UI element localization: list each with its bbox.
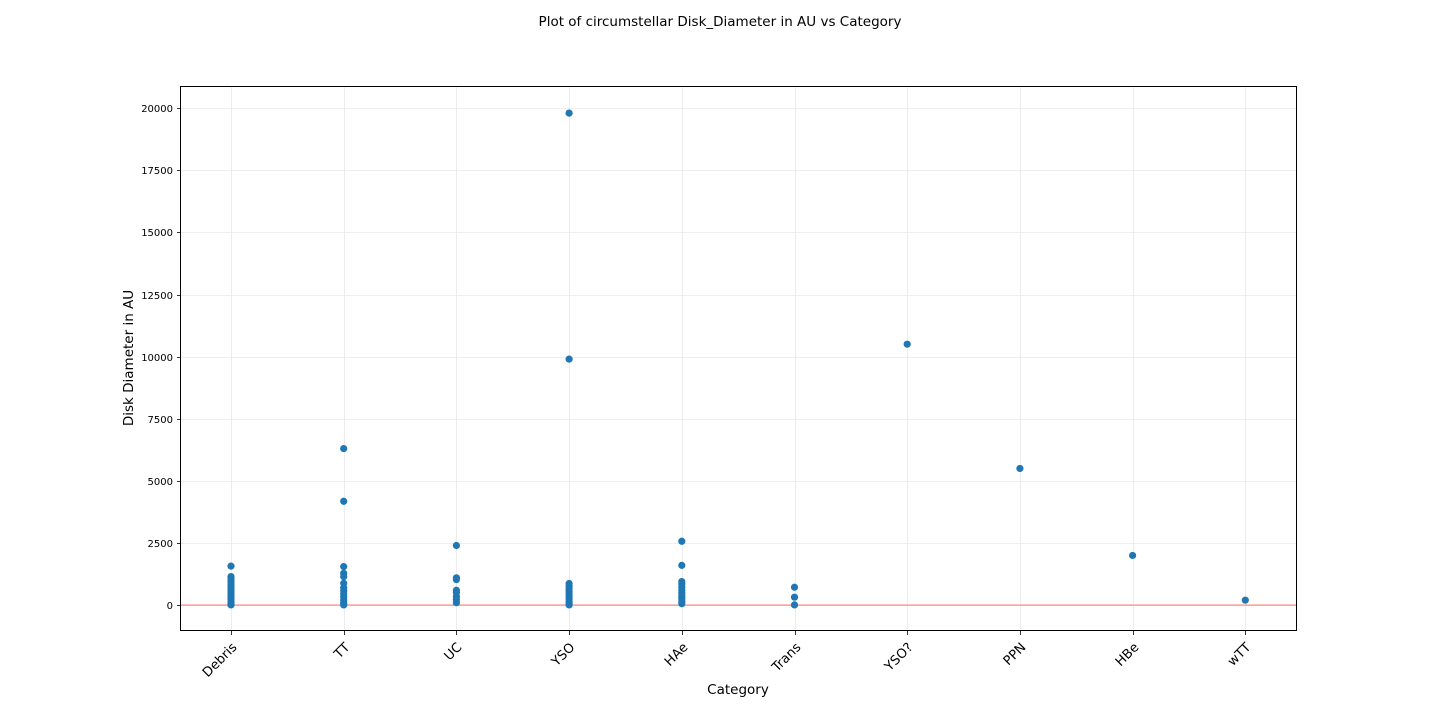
data-point <box>1129 551 1137 560</box>
data-point <box>227 562 235 570</box>
x-tick-label: HBe <box>1113 640 1142 669</box>
x-tick-label: UC <box>442 640 466 664</box>
x-tick-label: PPN <box>1001 640 1030 669</box>
x-tick-label: Trans <box>769 640 805 676</box>
data-point <box>340 572 348 581</box>
y-tick-label: 0 <box>167 601 173 612</box>
data-point <box>452 599 460 607</box>
data-point <box>678 537 686 545</box>
data-point <box>340 601 348 609</box>
x-tick-label: HAe <box>662 640 691 669</box>
y-tick-label: 15000 <box>141 228 173 239</box>
data-point <box>340 444 348 453</box>
y-tick-label: 17500 <box>141 166 173 177</box>
x-tick-label: wTT <box>1225 640 1254 669</box>
data-point <box>565 601 573 609</box>
data-point <box>452 541 460 550</box>
x-tick-label: YSO? <box>881 640 916 675</box>
data-point <box>678 561 686 569</box>
data-point <box>340 497 348 505</box>
y-axis: 0 2500 5000 7500 10000 12500 15000 17500 20000 <box>141 104 181 612</box>
grid <box>181 87 1296 630</box>
data-point <box>790 601 799 609</box>
y-tick-label: 5000 <box>148 477 173 488</box>
y-tick-label: 20000 <box>141 104 173 115</box>
y-tick-label: 7500 <box>148 415 173 426</box>
y-axis-title: Disk Diameter in AU <box>121 290 137 426</box>
y-tick-label: 2500 <box>148 539 173 550</box>
x-tick-label: TT <box>331 640 353 662</box>
x-axis-title: Category <box>707 682 769 698</box>
data-point <box>565 109 573 117</box>
chart-title: Plot of circumstellar Disk_Diameter in A… <box>539 14 902 30</box>
data-point <box>1016 464 1024 473</box>
data-point <box>340 563 348 571</box>
data-point <box>903 340 911 348</box>
data-point <box>565 355 573 363</box>
data-point <box>227 601 235 609</box>
x-tick-label: Debris <box>200 640 240 680</box>
y-tick-label: 10000 <box>141 353 173 364</box>
data-point <box>678 600 686 608</box>
data-points <box>227 109 1249 609</box>
y-tick-label: 12500 <box>141 291 173 302</box>
x-tick-label: YSO <box>548 640 578 670</box>
data-point <box>1241 596 1249 604</box>
plot-area-frame <box>180 86 1297 631</box>
data-point <box>452 575 460 584</box>
x-axis: Debris TT UC YSO HAe Trans YSO? PPN HBe wTT <box>200 631 1254 681</box>
data-point <box>790 593 799 601</box>
data-point <box>790 583 799 591</box>
